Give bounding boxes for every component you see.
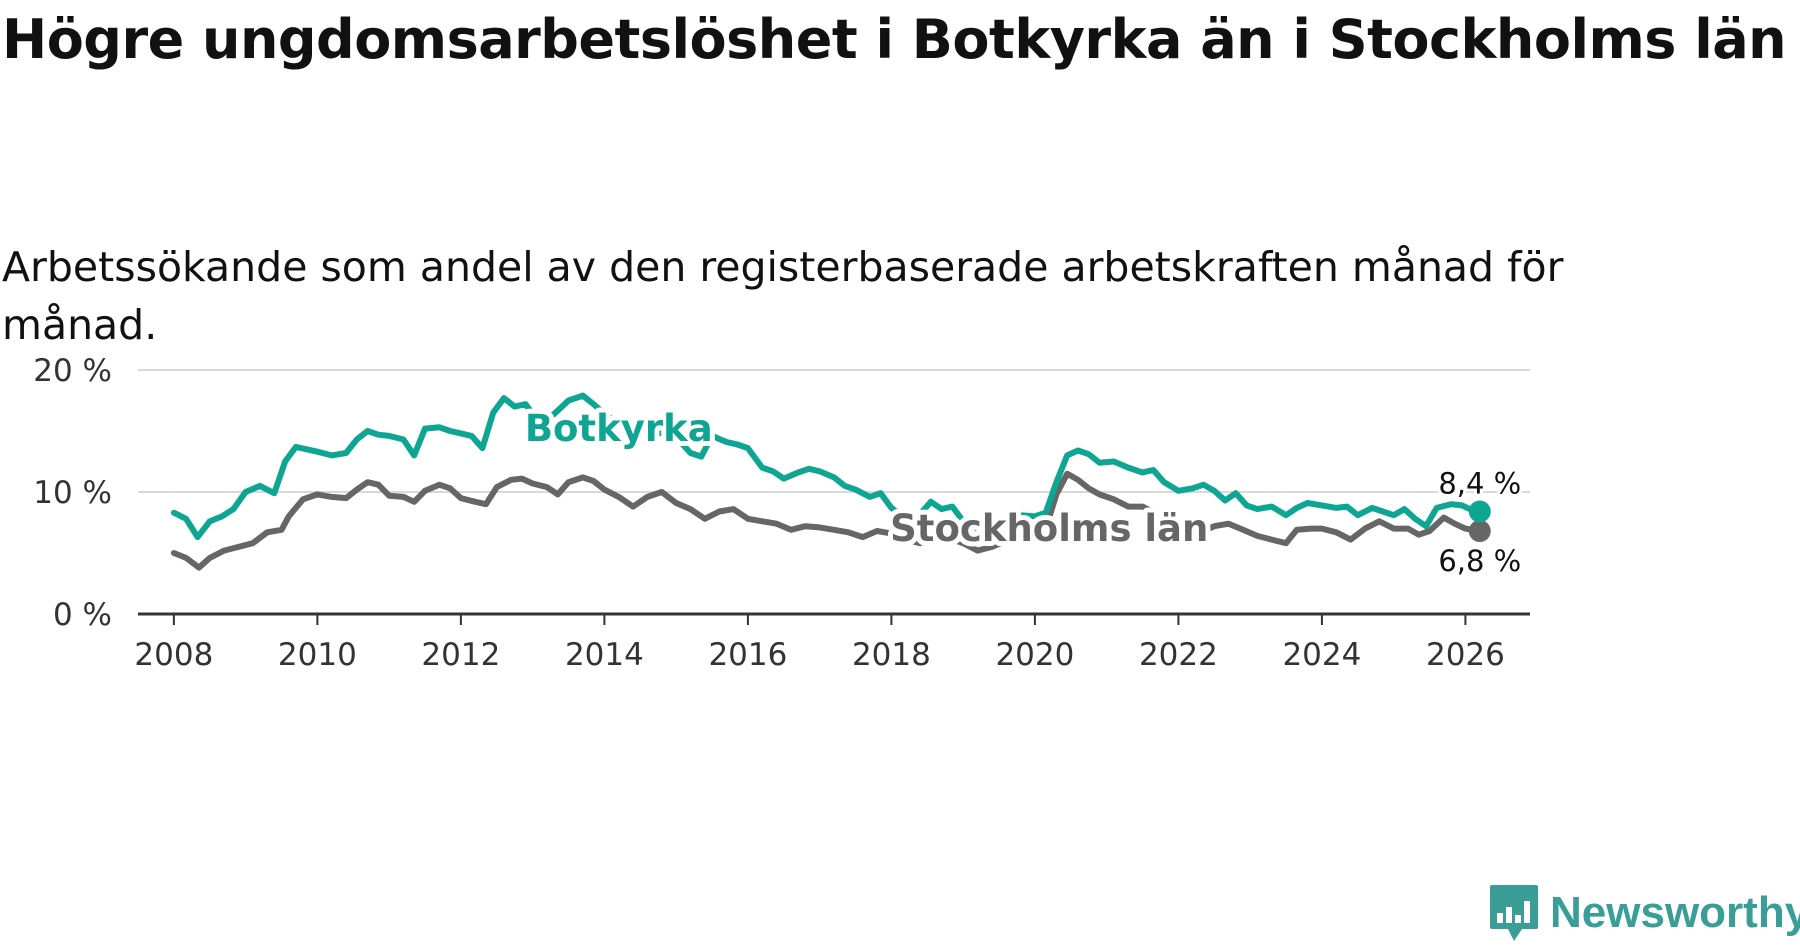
series-end-marker-stockholms-län <box>1468 520 1491 543</box>
x-tick-label: 2012 <box>421 637 500 673</box>
x-tick-label: 2014 <box>565 637 644 673</box>
series-labels: Botkyrka Stockholms län 8,4 % 6,8 % <box>520 402 1524 581</box>
series-name-label-botkyrka: Botkyrka <box>525 407 713 450</box>
chart-subtitle: Arbetssökande som andel av den registerb… <box>2 243 1564 349</box>
brand-name: Newsworthy <box>1550 888 1800 937</box>
gridlines <box>138 369 1530 493</box>
chart-title: Högre ungdomsarbetslöshet i Botkyrka än … <box>2 8 1787 71</box>
x-tick-label: 2010 <box>278 637 357 673</box>
series-name-label-stockholms-län: Stockholms län <box>890 507 1208 550</box>
series-line-botkyrka <box>170 392 1483 541</box>
x-tick-label: 2016 <box>708 637 787 673</box>
x-tick-label: 2024 <box>1282 637 1361 673</box>
y-tick-label: 20 % <box>33 353 112 389</box>
x-axis: 2008 2010 2012 2014 2016 2018 2020 2022 2024 2026 <box>134 612 1530 673</box>
end-value-label-botkyrka: 8,4 % <box>1438 467 1521 501</box>
y-tick-label: 10 % <box>33 475 112 511</box>
series-lines <box>170 392 1491 571</box>
x-tick-label: 2008 <box>134 637 213 673</box>
newsworthy-logo-icon <box>1490 885 1538 941</box>
end-value-label-stockholms-län: 6,8 % <box>1438 544 1521 578</box>
y-tick-label: 0 % <box>53 597 112 633</box>
y-axis-ticks: 0 % 10 % 20 % <box>33 353 112 633</box>
x-tick-label: 2018 <box>852 637 931 673</box>
x-tick-label: 2026 <box>1426 637 1505 673</box>
x-tick-label: 2022 <box>1139 637 1218 673</box>
newsworthy-logo: Newsworthy <box>1488 883 1800 943</box>
x-tick-label: 2020 <box>995 637 1074 673</box>
series-line-stockholms-län <box>170 470 1483 571</box>
series-end-marker-botkyrka <box>1468 500 1491 523</box>
